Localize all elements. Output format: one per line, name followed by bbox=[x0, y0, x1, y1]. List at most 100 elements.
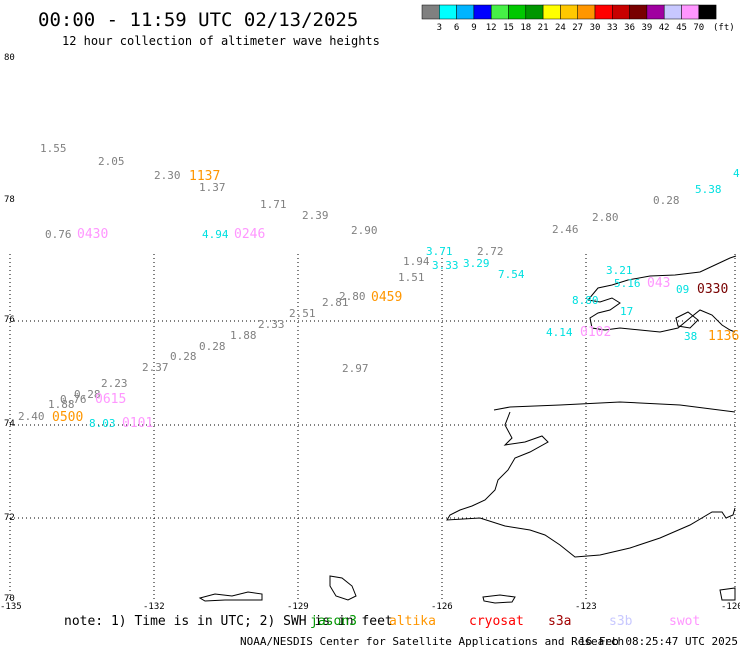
legend-swatch bbox=[560, 4, 578, 20]
wave-height-label: 8.80 bbox=[572, 294, 599, 307]
wave-height-label: 0.28 bbox=[74, 388, 101, 401]
lon-label-129: -129 bbox=[287, 602, 309, 612]
wave-height-label: 0.28 bbox=[653, 194, 680, 207]
lat-label-76: 76 bbox=[4, 315, 15, 325]
wave-height-label: 3.21 bbox=[606, 264, 633, 277]
wave-height-label: 2.72 bbox=[477, 245, 504, 258]
lat-label-70: 70 bbox=[4, 594, 15, 604]
wave-height-label: 2.33 bbox=[258, 318, 285, 331]
wave-height-label: 0.76 bbox=[45, 228, 72, 241]
legend-swatch bbox=[473, 4, 492, 20]
latitude-labels: 80 78 76 74 72 70 bbox=[4, 53, 15, 604]
wave-height-label: 09 bbox=[676, 283, 689, 296]
footnote: note: 1) Time is in UTC; 2) SWH is in fe… bbox=[64, 614, 393, 629]
legend-unit: (ft) bbox=[713, 23, 735, 33]
graticule bbox=[9, 254, 738, 600]
legend-tick-label: 45 bbox=[676, 23, 687, 33]
wave-height-label: 4.94 bbox=[202, 228, 229, 241]
lat-label-80: 80 bbox=[4, 53, 15, 63]
wave-height-label: 2.80 bbox=[339, 290, 366, 303]
legend-swatch bbox=[439, 4, 457, 20]
wave-height-label: 1.51 bbox=[398, 271, 425, 284]
legend-swatch bbox=[508, 4, 527, 20]
wave-height-label: 0.76 bbox=[60, 393, 87, 406]
lon-label-123: -123 bbox=[575, 602, 597, 612]
legend-swatch bbox=[421, 4, 440, 20]
lat-label-78: 78 bbox=[4, 195, 15, 205]
coastline-banks-island bbox=[587, 255, 737, 333]
wave-height-label: 2.39 bbox=[302, 209, 329, 222]
timestamp-text: 16 Feb 08:25:47 UTC 2025 bbox=[579, 635, 738, 648]
wave-height-label: 17 bbox=[620, 305, 633, 318]
legend-tick-label: 33 bbox=[607, 23, 618, 33]
legend-tick-label: 39 bbox=[641, 23, 652, 33]
legend-tick-label: 42 bbox=[659, 23, 670, 33]
legend-swatch bbox=[490, 4, 509, 20]
coastline-islands-south bbox=[198, 575, 736, 604]
map-title: 00:00 - 11:59 UTC 02/13/2025 bbox=[38, 9, 358, 31]
lon-label-126: -126 bbox=[431, 602, 453, 612]
wave-height-label: 1.88 bbox=[230, 329, 257, 342]
sat-jason3: jason3 bbox=[310, 614, 357, 629]
legend-swatch bbox=[698, 4, 717, 20]
pass-time-label: 1136 bbox=[708, 329, 739, 344]
wave-height-label: 4 bbox=[733, 167, 740, 180]
wave-height-label: 2.80 bbox=[592, 211, 619, 224]
wave-height-label: 5.16 bbox=[614, 277, 641, 290]
credit-text: NOAA/NESDIS Center for Satellite Applica… bbox=[240, 635, 624, 648]
wave-height-label: 2.51 bbox=[289, 307, 316, 320]
legend-swatch bbox=[646, 4, 665, 20]
wave-height-label: 3.71 bbox=[426, 245, 453, 258]
wave-height-label: 2.81 bbox=[322, 296, 349, 309]
wave-height-label: 2.90 bbox=[351, 224, 378, 237]
pass-time-label: 0102 bbox=[580, 325, 611, 340]
lon-label-132: -132 bbox=[143, 602, 165, 612]
legend-swatch bbox=[542, 4, 561, 20]
coastline-mainland bbox=[446, 401, 736, 558]
legend-swatch bbox=[456, 4, 475, 20]
wave-height-label: 3.29 bbox=[463, 257, 490, 270]
legend-tick-label: 15 bbox=[503, 23, 514, 33]
lon-label-120: -120 bbox=[721, 602, 740, 612]
legend-tick-label: 3 bbox=[437, 23, 442, 33]
legend-tick-label: 18 bbox=[520, 23, 531, 33]
wave-height-label: 2.30 bbox=[154, 169, 181, 182]
legend-swatch bbox=[594, 4, 613, 20]
legend-swatch bbox=[663, 4, 682, 20]
lon-label-135: -135 bbox=[0, 602, 22, 612]
color-scale-legend: 3 6 9 12 15 18 21 24 27 30 33 36 39 42 45 70 bbox=[421, 4, 717, 33]
legend-tick-label: 30 bbox=[590, 23, 601, 33]
map-subtitle: 12 hour collection of altimeter wave hei… bbox=[62, 34, 380, 48]
sat-s3b: s3b bbox=[609, 614, 633, 629]
wave-height-label: 2.40 bbox=[18, 410, 45, 423]
wave-height-label: 2.23 bbox=[101, 377, 128, 390]
wave-height-label: 2.37 bbox=[142, 361, 169, 374]
pass-time-label: 0430 bbox=[77, 227, 108, 242]
lat-label-74: 74 bbox=[4, 419, 15, 429]
legend-swatch bbox=[612, 4, 630, 20]
wave-height-observations: 1.55 2.05 2.30 1.37 1.71 2.39 2.90 0.76 … bbox=[18, 142, 740, 430]
pass-time-label: 0330 bbox=[697, 282, 728, 297]
legend-tick-label: 24 bbox=[555, 23, 566, 33]
legend-tick-label: 9 bbox=[471, 23, 476, 33]
wave-height-label: 1.88 bbox=[48, 398, 75, 411]
pass-time-label: 0500 bbox=[52, 410, 83, 425]
wave-height-label: 1.55 bbox=[40, 142, 67, 155]
sat-altika: altika bbox=[389, 614, 436, 629]
wave-height-label: 2.46 bbox=[552, 223, 579, 236]
wave-height-label: 38 bbox=[684, 330, 697, 343]
wave-height-label: 1.71 bbox=[260, 198, 287, 211]
legend-tick-label: 6 bbox=[454, 23, 459, 33]
pass-time-label: 1137 bbox=[189, 169, 220, 184]
legend-swatch bbox=[629, 4, 648, 20]
sat-swot: swot bbox=[669, 614, 700, 629]
wave-height-label: 0.28 bbox=[170, 350, 197, 363]
legend-swatch bbox=[525, 4, 544, 20]
wave-height-label: 2.05 bbox=[98, 155, 125, 168]
coastline bbox=[198, 255, 737, 604]
pass-time-label: 0615 bbox=[95, 392, 126, 407]
wave-height-label: 0.28 bbox=[199, 340, 226, 353]
wave-height-label: 5.38 bbox=[695, 183, 722, 196]
wave-height-label: 4.14 bbox=[546, 326, 573, 339]
